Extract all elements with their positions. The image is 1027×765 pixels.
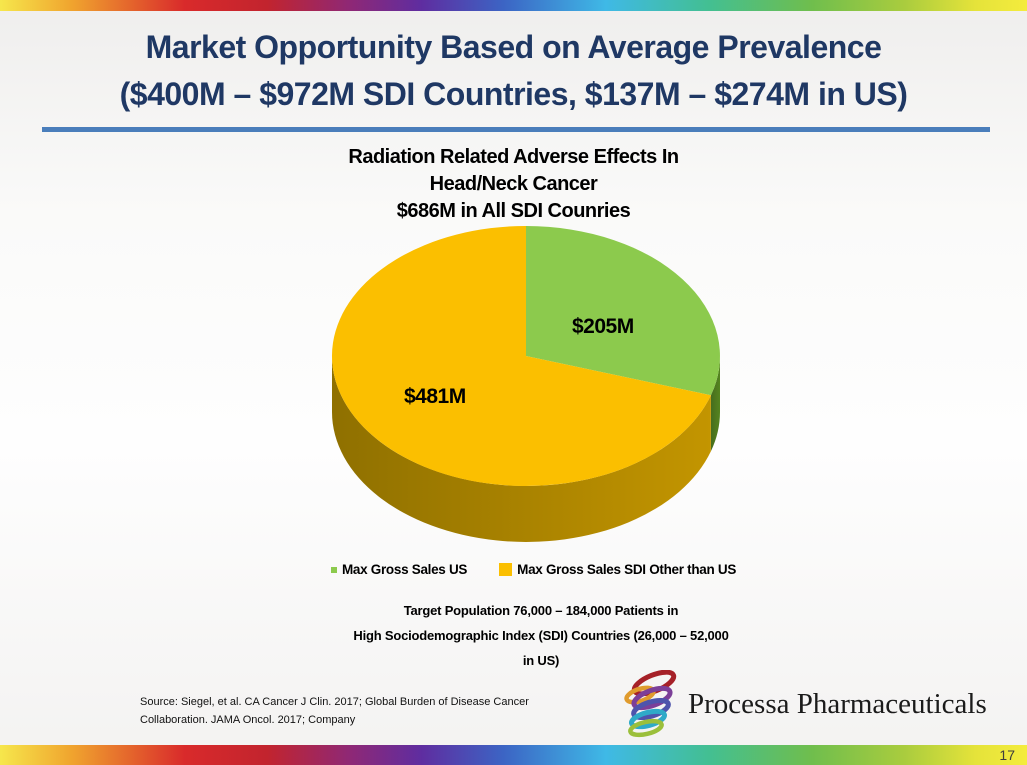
target-note-line2: High Sociodemographic Index (SDI) Countr… [353, 628, 729, 643]
legend-label-sdi-other: Max Gross Sales SDI Other than US [517, 562, 737, 577]
bottom-rainbow-strip: 17 [0, 745, 1027, 765]
legend-label-us: Max Gross Sales US [341, 562, 468, 577]
pie-slice-0 [526, 226, 720, 396]
chart-legend: Max Gross Sales US Max Gross Sales SDI O… [0, 562, 1027, 577]
slide-title: Market Opportunity Based on Average Prev… [0, 24, 1027, 118]
logo-wordmark: Processa Pharmaceuticals [688, 687, 987, 720]
pie-side-0 [710, 356, 720, 452]
chart-title-line1: Radiation Related Adverse Effects In [348, 146, 679, 168]
source-line1: Source: Siegel, et al. CA Cancer J Clin.… [140, 696, 529, 708]
legend-swatch-us-icon [330, 566, 337, 573]
source-line2: Collaboration. JAMA Oncol. 2017; Company [140, 713, 356, 726]
legend-item-sdi-other: Max Gross Sales SDI Other than US [499, 562, 736, 577]
slide-title-line1: Market Opportunity Based on Average Prev… [145, 29, 882, 65]
target-population-note: Target Population 76,000 – 184,000 Patie… [0, 598, 1027, 673]
legend-item-us: Max Gross Sales US [330, 562, 468, 577]
target-note-line1: Target Population 76,000 – 184,000 Patie… [403, 603, 679, 618]
chart-title-line3: $686M in All SDI Counries [396, 200, 631, 222]
chart-title: Radiation Related Adverse Effects In Hea… [0, 144, 1027, 225]
chart-title-line2: Head/Neck Cancer [429, 173, 598, 195]
page-number: 17 [999, 747, 1015, 763]
slide-title-line2: ($400M – $972M SDI Countries, $137M – $2… [119, 76, 908, 112]
pie-side-1 [332, 356, 711, 542]
legend-swatch-sdi-icon [499, 563, 513, 576]
pie-slice-1 [331, 226, 711, 486]
pie-label-sdi-other: $481M [404, 385, 466, 408]
title-underline [42, 127, 990, 132]
pie-label-us: $205M [572, 315, 634, 338]
top-rainbow-strip [0, 0, 1027, 11]
company-logo: Processa Pharmaceuticals [614, 670, 987, 738]
logo-swirl-icon [624, 670, 677, 738]
target-note-line3: in US) [522, 653, 560, 668]
source-citation: Source: Siegel, et al. CA Cancer J Clin.… [140, 694, 560, 729]
